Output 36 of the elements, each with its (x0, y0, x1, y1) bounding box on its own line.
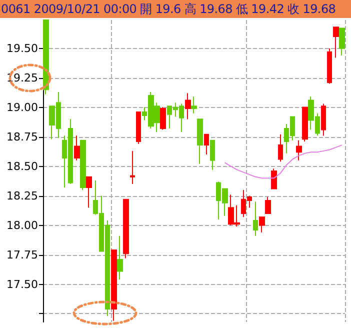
candlestick (253, 201, 258, 236)
y-tick-label: 19.00 (6, 100, 38, 114)
candlestick (43, 20, 49, 95)
candlestick (191, 96, 197, 114)
candlestick (278, 134, 283, 162)
line-series (224, 144, 342, 179)
y-tick-label: 18.00 (6, 218, 38, 232)
candlestick (130, 150, 135, 184)
candlestick (74, 135, 80, 161)
candlestick (204, 134, 209, 155)
y-tick-label: 18.50 (6, 160, 38, 173)
candlestick (259, 216, 265, 233)
candlestick (197, 118, 203, 164)
candlestick (265, 196, 271, 214)
candlestick (296, 140, 302, 161)
y-tick-label: 17.75 (6, 248, 38, 262)
candlestick (111, 250, 117, 322)
candlestick (302, 106, 308, 142)
candlestick (327, 48, 332, 84)
candlestick (86, 176, 92, 208)
candlestick (333, 26, 339, 58)
chart-title: 0061 2009/10/21 00:00 開 19.6 高 19.68 低 19.42 收 19.68 (0, 0, 351, 18)
candlestick (210, 140, 215, 170)
candlestick (271, 168, 277, 190)
candlestick (136, 112, 141, 144)
candlestick (80, 140, 86, 190)
y-tick-label: 18.75 (6, 130, 38, 144)
candlestick (339, 28, 345, 56)
candlestick (185, 92, 191, 120)
candlestick (321, 103, 326, 136)
y-tick-label: 19.50 (6, 42, 38, 55)
candlestick (160, 106, 166, 130)
candlestick (123, 198, 129, 259)
y-tick-label: 18.25 (6, 189, 38, 202)
candlestick (117, 235, 123, 280)
y-tick-label: 17.50 (6, 278, 38, 291)
